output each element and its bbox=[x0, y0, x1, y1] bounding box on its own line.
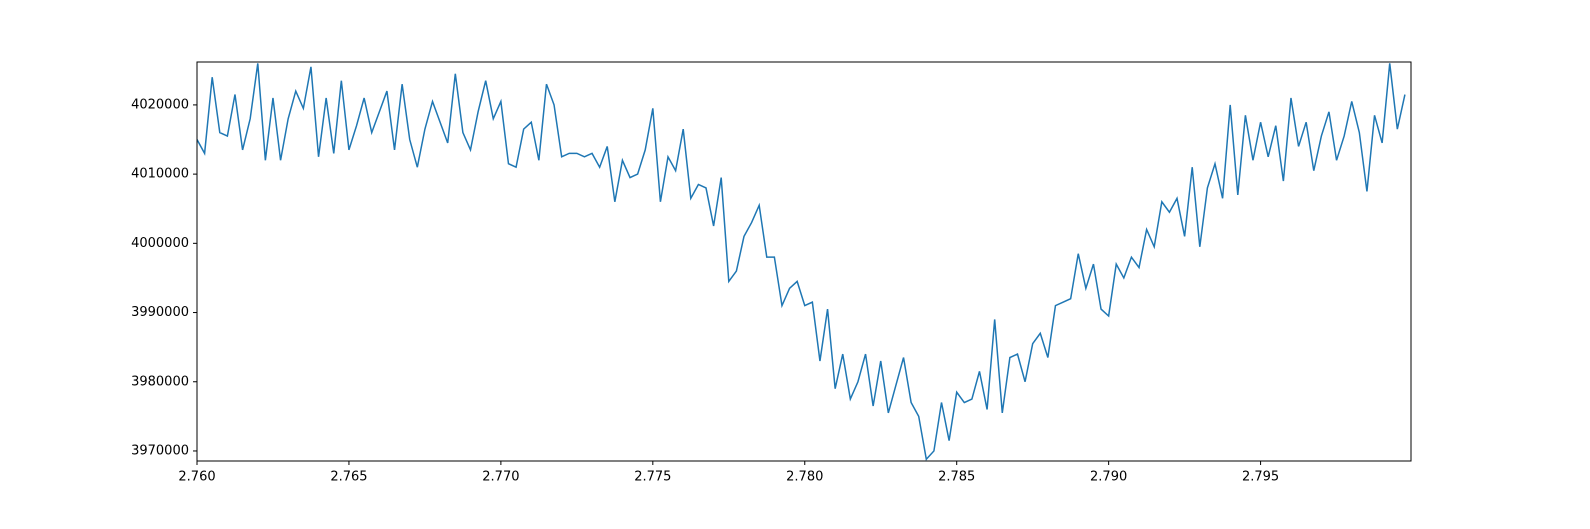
y-tick-label: 4000000 bbox=[131, 236, 189, 251]
x-tick-label: 2.790 bbox=[1090, 470, 1127, 485]
x-tick-label: 2.795 bbox=[1242, 470, 1279, 485]
y-tick-label: 3990000 bbox=[131, 305, 189, 320]
x-tick-label: 2.765 bbox=[330, 470, 367, 485]
y-tick-label: 4010000 bbox=[131, 167, 189, 182]
y-tick-label: 4020000 bbox=[131, 97, 189, 112]
x-tick-label: 2.775 bbox=[634, 470, 671, 485]
x-tick-label: 2.780 bbox=[786, 470, 823, 485]
plot-frame bbox=[196, 61, 1412, 462]
x-tick-label: 2.760 bbox=[178, 470, 215, 485]
x-tick-label: 2.785 bbox=[938, 470, 975, 485]
data-line bbox=[197, 63, 1406, 461]
y-tick-label: 3970000 bbox=[131, 443, 189, 458]
x-tick-label: 2.770 bbox=[482, 470, 519, 485]
y-tick-label: 3980000 bbox=[131, 374, 189, 389]
